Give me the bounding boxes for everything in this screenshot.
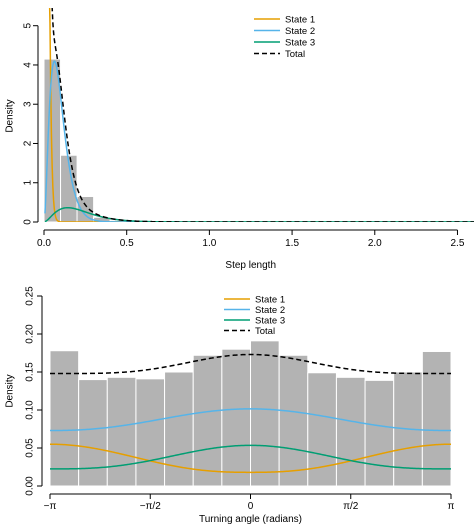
turning-angle-axes: −π −π/2 0 π/2 π 0.00 0.05 0.10 0.15 0.20 0.25 [25,286,455,512]
step-length-x-tick-label: 2.0 [368,238,382,249]
turning-angle-x-tick-label: π/2 [343,501,359,512]
turning-angle-y-tick-label: 0.05 [25,438,36,458]
step-length-x-tick-label: 0.5 [120,238,134,249]
turning-angle-legend-label: State 1 [255,295,285,306]
turning-angle-x-tick-label: −π/2 [140,501,162,512]
step-length-panel: 0.0 0.5 1.0 1.5 2.0 2.5 0 1 2 3 4 5 Step length Den… [5,8,474,271]
step-length-state2-line [44,60,474,222]
turning-angle-y-tick-label: 0.15 [25,362,36,382]
turning-angle-total-line [50,353,451,375]
turning-angle-legend-label: State 3 [255,316,285,327]
step-length-x-tick-label: 0.0 [37,238,51,249]
turning-angle-legend-label: State 2 [255,305,285,316]
step-length-y-tick-label: 4 [23,62,34,68]
step-length-legend-label: Total [285,49,305,60]
step-length-x-tick-label: 1.5 [285,238,299,249]
turning-angle-bar [335,376,366,487]
turning-angle-bar [364,379,395,487]
turning-angle-bar [421,350,452,487]
step-length-legend-label: State 3 [285,38,315,49]
turning-angle-bar [221,348,252,487]
turning-angle-state3-line [50,444,451,470]
turning-angle-state2-line [50,408,451,432]
turning-angle-x-tick-label: −π [44,501,57,512]
turning-angle-x-axis-title: Turning angle (radians) [199,514,302,525]
turning-angle-panel: −π −π/2 0 π/2 π 0.00 0.05 0.10 0.15 0.20 0.25 Turn… [5,286,455,525]
turning-angle-curves [50,353,451,474]
turning-angle-y-tick-label: 0.25 [25,286,36,306]
turning-angle-bar [135,378,166,487]
turning-angle-state1-line [50,443,451,474]
turning-angle-bar [49,350,80,487]
turning-angle-y-axis-title: Density [5,374,16,407]
step-length-x-axis-title: Step length [225,260,276,271]
step-length-y-tick-label: 0 [23,219,34,225]
turning-angle-x-tick-label: π [448,501,455,512]
step-length-y-tick-label: 2 [23,140,34,146]
turning-angle-bar [278,354,309,487]
step-length-total-line [51,8,474,222]
step-length-x-tick-label: 1.0 [202,238,216,249]
step-length-x-tick-label: 2.5 [451,238,465,249]
turning-angle-histogram [49,340,452,487]
turning-angle-bar [106,376,137,487]
step-length-state3-line [44,206,474,222]
turning-angle-y-tick-label: 0.10 [25,400,36,420]
turning-angle-y-tick-label: 0.00 [25,476,36,496]
step-length-legend-label: State 1 [285,15,315,26]
step-length-y-tick-label: 1 [23,180,34,186]
turning-angle-y-tick-label: 0.20 [25,324,36,344]
turning-angle-bar [250,340,280,487]
step-length-state1-line [48,8,474,222]
step-length-y-tick-label: 3 [23,101,34,107]
step-length-legend-label: State 2 [285,26,315,37]
step-length-y-axis-title: Density [5,99,16,132]
step-length-y-tick-label: 5 [23,22,34,28]
step-length-axes: 0.0 0.5 1.0 1.5 2.0 2.5 0 1 2 3 4 5 [23,22,465,249]
turning-angle-bar [78,379,108,487]
turning-angle-legend-label: Total [255,326,275,337]
step-length-curves [44,8,474,222]
turning-angle-bar [192,354,223,487]
step-length-histogram [43,58,243,223]
turning-angle-x-tick-label: 0 [248,501,254,512]
